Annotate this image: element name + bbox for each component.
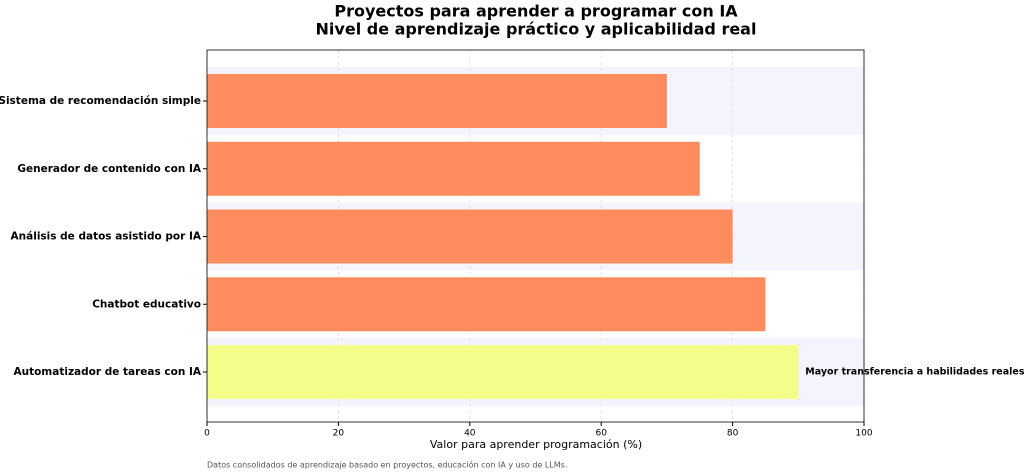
- x-tick-label: 0: [204, 429, 210, 439]
- y-tick-label: Sistema de recomendación simple: [0, 95, 201, 107]
- footnote: Datos consolidados de aprendizaje basado…: [207, 460, 567, 470]
- bar: [207, 74, 667, 128]
- x-tick-label: 100: [855, 429, 872, 439]
- plot-frame: [206, 49, 865, 423]
- x-tick-label: 40: [464, 429, 476, 439]
- y-tick-label: Automatizador de tareas con IA: [13, 366, 201, 378]
- bar: [207, 277, 766, 332]
- y-tick-label: Chatbot educativo: [92, 298, 201, 310]
- bar: [207, 345, 799, 399]
- chart-subtitle: Nivel de aprendizaje práctico y aplicabi…: [316, 20, 757, 39]
- x-axis-label: Valor para aprender programación (%): [430, 438, 642, 451]
- chart-title: Proyectos para aprender a programar con …: [334, 2, 738, 21]
- bar: [207, 141, 700, 196]
- x-tick-label: 20: [333, 429, 345, 439]
- y-tick-label: Generador de contenido con IA: [17, 163, 201, 175]
- y-tick-label: Análisis de datos asistido por IA: [11, 231, 202, 243]
- bar: [207, 209, 733, 264]
- x-tick-label: 80: [727, 429, 739, 439]
- annotation: Mayor transferencia a habilidades reales: [805, 367, 1024, 378]
- x-tick-label: 60: [595, 429, 607, 439]
